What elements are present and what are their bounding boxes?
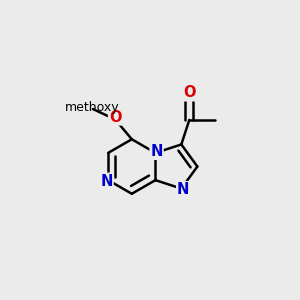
Text: O: O	[183, 85, 196, 100]
Text: N: N	[150, 144, 163, 159]
Text: O: O	[109, 110, 122, 124]
Text: N: N	[177, 182, 189, 197]
Text: N: N	[100, 174, 113, 189]
Text: methoxy: methoxy	[64, 101, 119, 114]
